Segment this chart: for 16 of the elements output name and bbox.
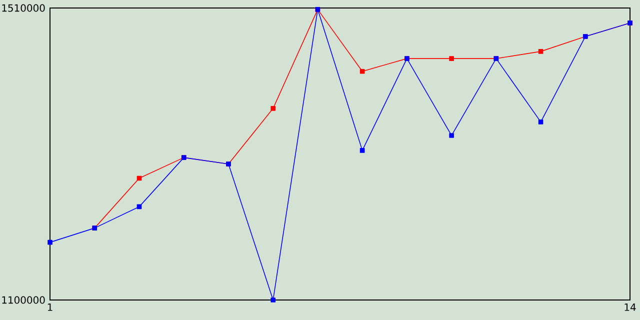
point <box>538 120 544 124</box>
x-tick-label: 1 <box>48 304 52 311</box>
point <box>538 49 544 54</box>
y-tick-label: 1510000 <box>2 4 45 12</box>
line-series <box>48 7 632 302</box>
point <box>136 204 142 210</box>
point <box>136 176 142 181</box>
point <box>360 68 365 74</box>
point <box>360 148 365 153</box>
point <box>48 240 52 245</box>
point <box>270 298 276 302</box>
y-tick-label: 1100000 <box>2 296 45 304</box>
x-tick-label: 14 <box>624 304 636 311</box>
point <box>449 56 454 61</box>
point <box>270 106 276 111</box>
point <box>449 133 454 138</box>
